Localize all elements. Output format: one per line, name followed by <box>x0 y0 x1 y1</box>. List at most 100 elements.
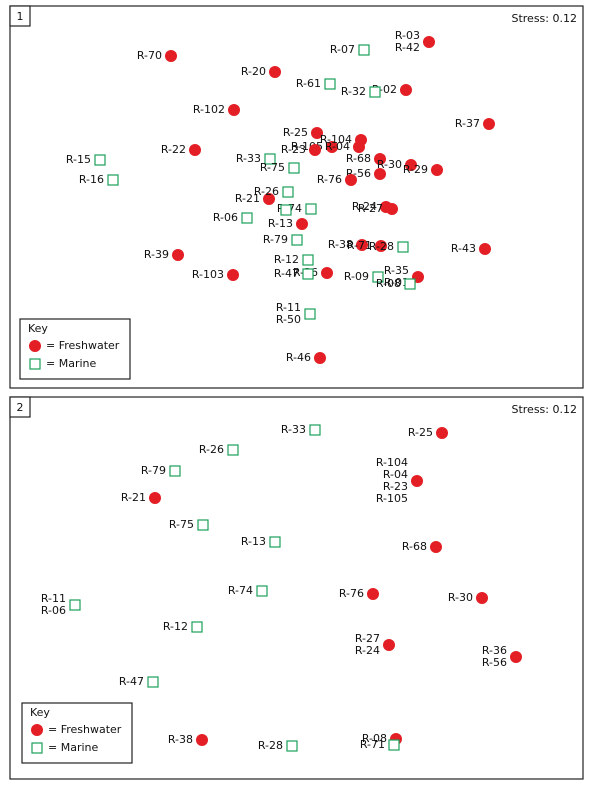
freshwater-point <box>228 104 240 116</box>
marine-point <box>197 519 209 531</box>
panel-number-box <box>9 5 31 27</box>
point-label: R-105 <box>376 492 408 505</box>
point-label: R-28 <box>258 739 283 752</box>
point-label: R-21 <box>121 491 146 504</box>
point-label: R-33 <box>281 423 306 436</box>
point-label: R-15 <box>66 153 91 166</box>
point-label: R-42 <box>395 41 420 54</box>
point-label: R-12 <box>163 620 188 633</box>
panel-number: 1 <box>17 10 24 23</box>
point-label: R-29 <box>403 163 428 176</box>
point-label: R-13 <box>268 217 293 230</box>
point-label: R-06 <box>213 211 238 224</box>
freshwater-point <box>296 218 308 230</box>
point-label: R-21 <box>235 192 260 205</box>
point-label: R-50 <box>276 313 301 326</box>
freshwater-point <box>400 84 412 96</box>
point-label: R-03 <box>395 29 420 42</box>
legend-label: = Freshwater <box>48 723 122 736</box>
freshwater-point <box>476 592 488 604</box>
marine-point <box>169 465 181 477</box>
point-label: R-06 <box>41 604 66 617</box>
point-label: R-20 <box>241 65 266 78</box>
point-label: R-68 <box>402 540 427 553</box>
marine-point <box>269 536 281 548</box>
point-label: R-79 <box>141 464 166 477</box>
marine-point <box>147 676 159 688</box>
marine-point <box>305 203 317 215</box>
marine-point <box>324 78 336 90</box>
point-label: R-71 <box>347 239 372 252</box>
freshwater-point <box>374 153 386 165</box>
marine-point <box>282 186 294 198</box>
point-label: R-11 <box>276 301 301 314</box>
point-label: R-11 <box>41 592 66 605</box>
point-label: R-16 <box>79 173 104 186</box>
legend-label: = Marine <box>48 741 98 754</box>
freshwater-point <box>314 352 326 364</box>
legend-title: Key <box>28 322 48 335</box>
marine-point <box>358 44 370 56</box>
point-label: R-102 <box>193 103 225 116</box>
point-label: R-27 <box>355 632 380 645</box>
point-label: R-30 <box>377 158 402 171</box>
point-label: R-37 <box>455 117 480 130</box>
point-label: R-74 <box>228 584 253 597</box>
stress: Stress: 0.12 <box>511 12 577 25</box>
freshwater-point <box>149 492 161 504</box>
marine-point <box>288 162 300 174</box>
point-label: R-09 <box>344 270 369 283</box>
freshwater-point <box>436 427 448 439</box>
freshwater-point <box>311 127 323 139</box>
marine-point <box>304 308 316 320</box>
freshwater-point <box>309 144 321 156</box>
point-label: R-75 <box>260 161 285 174</box>
point-label: R-24 <box>355 644 380 657</box>
legend-marker <box>31 742 43 754</box>
point-label: R-25 <box>408 426 433 439</box>
point-label: R-07 <box>330 43 355 56</box>
legend-marker <box>29 358 41 370</box>
freshwater-point <box>423 36 435 48</box>
point-label: R-68 <box>346 152 371 165</box>
point-label: R-71 <box>360 738 385 751</box>
freshwater-point <box>386 203 398 215</box>
point-label: R-26 <box>254 185 279 198</box>
point-label: R-27 <box>358 202 383 215</box>
freshwater-point <box>405 159 417 171</box>
panel-number-box <box>9 396 31 418</box>
point-label: R-47 <box>274 267 299 280</box>
point-label: R-13 <box>241 535 266 548</box>
point-label: R-70 <box>137 49 162 62</box>
marine-point <box>191 621 203 633</box>
panel: 1 Stress: 0.12R-70R-20R-03R-42R-02R-102R-… <box>9 5 584 389</box>
freshwater-point <box>479 243 491 255</box>
marine-point <box>227 444 239 456</box>
point-label: R-23 <box>383 480 408 493</box>
point-label: R-103 <box>192 268 224 281</box>
point-label: R-39 <box>144 248 169 261</box>
marine-point <box>309 424 321 436</box>
point-label: R-30 <box>448 591 473 604</box>
freshwater-point <box>374 168 386 180</box>
freshwater-point <box>411 475 423 487</box>
point-label: R-25 <box>283 126 308 139</box>
freshwater-point <box>227 269 239 281</box>
marine-point <box>107 174 119 186</box>
point-label: R-01 <box>384 276 409 289</box>
point-label: R-38 <box>168 733 193 746</box>
marine-point <box>388 739 400 751</box>
freshwater-point <box>196 734 208 746</box>
marine-point <box>397 241 409 253</box>
panel-box <box>9 5 584 389</box>
point-label: R-61 <box>296 77 321 90</box>
point-label: R-104 <box>376 456 408 469</box>
point-label: R-75 <box>169 518 194 531</box>
freshwater-point <box>353 141 365 153</box>
marine-point <box>241 212 253 224</box>
panel-box <box>9 396 584 780</box>
freshwater-point <box>189 144 201 156</box>
marine-point <box>302 254 314 266</box>
